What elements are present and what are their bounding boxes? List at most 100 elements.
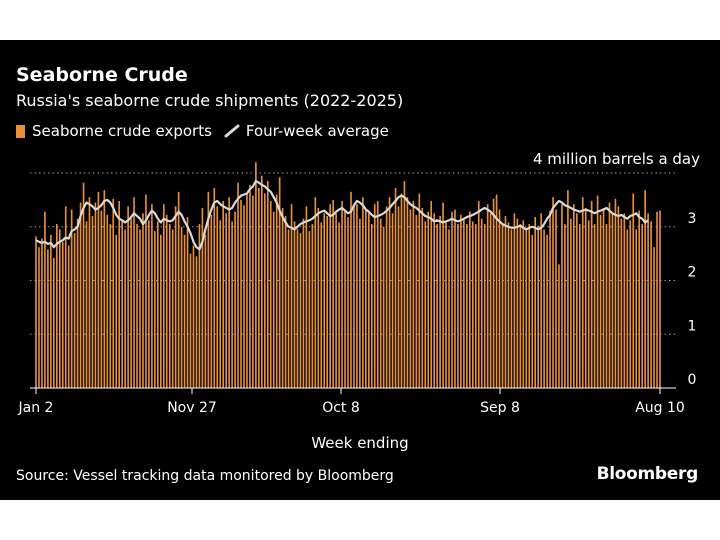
bar (406, 197, 409, 388)
bar (94, 202, 97, 388)
bar (127, 206, 129, 388)
bar (207, 191, 210, 388)
bar (70, 209, 73, 388)
bar (41, 238, 43, 388)
bar (575, 213, 578, 388)
legend-line-swatch (224, 124, 240, 138)
bar (145, 194, 147, 388)
bar (88, 197, 91, 388)
bar (614, 198, 617, 388)
bar (448, 229, 450, 388)
x-tick-label: Nov 27 (167, 400, 217, 416)
bar (234, 211, 236, 388)
bar (323, 213, 326, 388)
bar (564, 224, 566, 388)
bar (611, 213, 614, 388)
bar (293, 221, 296, 388)
bar (165, 214, 168, 388)
bar (486, 204, 489, 388)
bar (632, 193, 635, 388)
bar (79, 202, 82, 388)
bar (430, 200, 433, 388)
bar (460, 214, 462, 388)
bar (397, 206, 400, 388)
bar (103, 190, 106, 388)
chart-subtitle: Russia's seaborne crude shipments (2022-… (16, 91, 404, 110)
bar (162, 204, 165, 388)
bar (142, 213, 144, 388)
bar (296, 229, 299, 388)
bar (130, 218, 132, 388)
bar (35, 236, 37, 388)
bar (317, 207, 320, 388)
y-unit-label: 4 million barrels a day (532, 150, 700, 168)
bar (525, 227, 528, 388)
bar (376, 200, 379, 388)
bar (55, 224, 58, 388)
bar (519, 224, 522, 388)
bar (237, 182, 239, 388)
bar (263, 193, 266, 388)
bar (53, 257, 55, 388)
source-note: Source: Vessel tracking data monitored b… (16, 468, 394, 484)
bar (516, 218, 519, 388)
bar (567, 190, 569, 388)
plot-area: 0 1 2 3 Jan 2 Nov 27 Oct 8 Sep 8 Aug 10 (18, 162, 696, 416)
bar (605, 224, 608, 388)
bar (204, 234, 207, 388)
bar (421, 207, 424, 388)
bar (320, 222, 323, 388)
bar (73, 233, 76, 388)
bar (552, 197, 554, 388)
bar (546, 234, 548, 388)
bar (308, 231, 311, 388)
bar (620, 218, 623, 388)
bar (353, 206, 355, 388)
bar (287, 229, 290, 388)
bar (338, 222, 340, 388)
bar (483, 224, 486, 388)
bar (91, 216, 94, 388)
bar (219, 220, 222, 388)
bar (278, 177, 281, 388)
bar (457, 224, 459, 388)
bar (115, 234, 118, 388)
bar (359, 218, 361, 388)
bar (64, 206, 67, 388)
bar (504, 216, 507, 388)
bloomberg-logo: Bloomberg (596, 464, 699, 484)
bar (50, 234, 52, 388)
bar (311, 224, 314, 388)
bar (210, 214, 213, 388)
bar (151, 204, 153, 388)
bar (275, 194, 278, 388)
bar (183, 234, 186, 388)
bar (379, 218, 382, 388)
bar (258, 188, 260, 388)
bar (252, 195, 254, 388)
bar (216, 206, 219, 388)
bar (570, 218, 572, 388)
bar (373, 204, 376, 388)
bar (400, 193, 403, 388)
bar (433, 213, 435, 388)
bar (344, 211, 346, 388)
bar (480, 218, 483, 388)
bar (136, 224, 138, 388)
bar (489, 213, 492, 388)
bar (198, 224, 201, 388)
bar (201, 207, 204, 388)
bar (626, 229, 629, 388)
bar (195, 256, 198, 388)
bar (180, 226, 183, 388)
bar (302, 218, 305, 388)
bar (290, 204, 293, 388)
bar (602, 207, 605, 388)
bar (507, 222, 510, 388)
bar (469, 211, 471, 388)
bar (228, 197, 230, 388)
bar (623, 213, 626, 388)
bar (454, 209, 456, 388)
bar (391, 213, 394, 388)
legend-bar-swatch (16, 124, 25, 138)
